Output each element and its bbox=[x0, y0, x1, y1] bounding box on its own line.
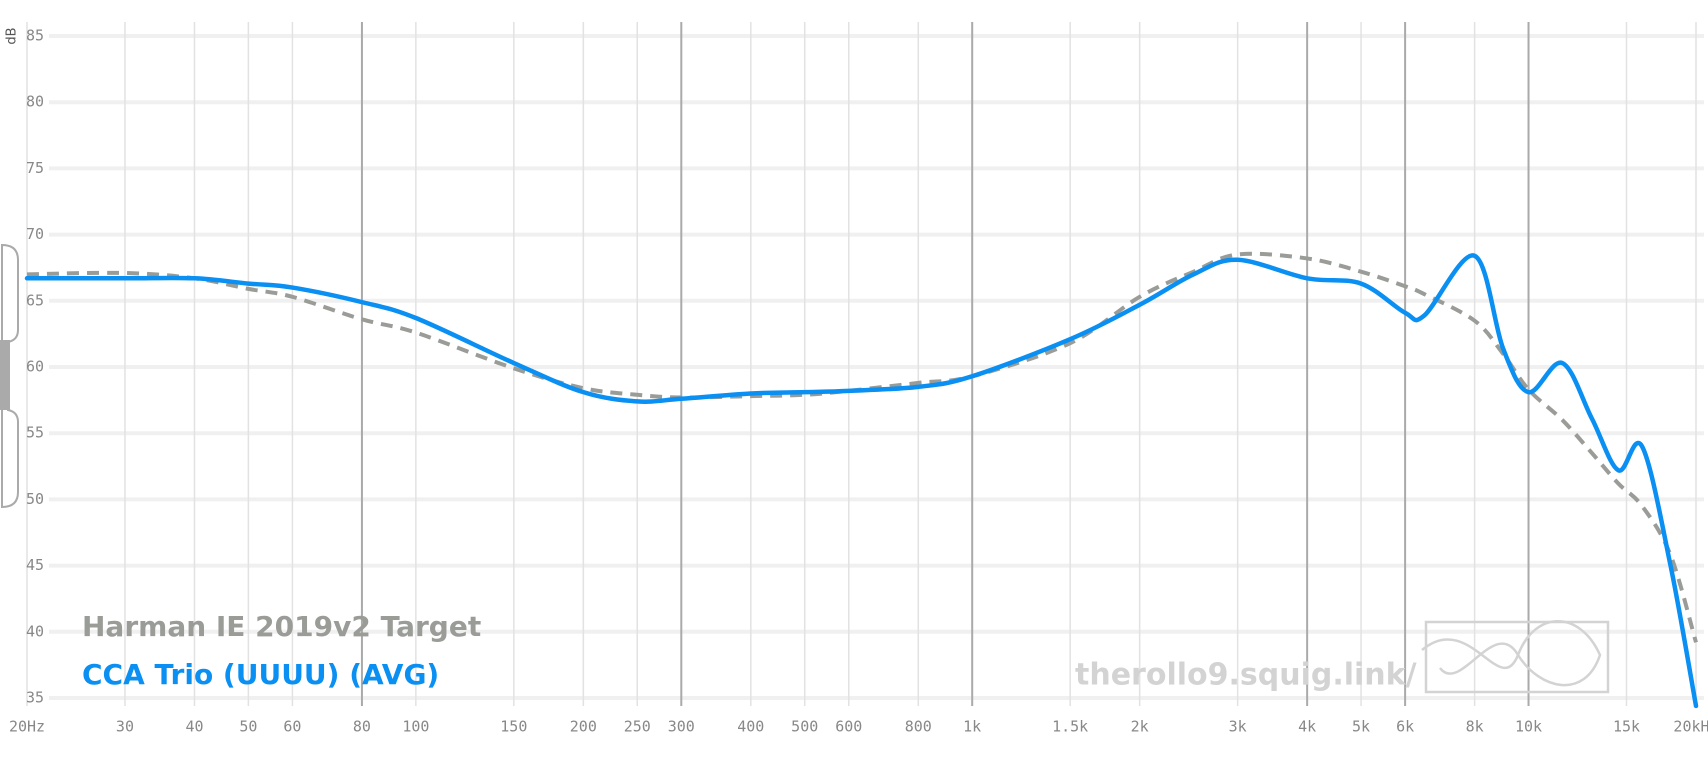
x-tick-label: 8k bbox=[1466, 718, 1484, 736]
y-tick-label: 80 bbox=[26, 93, 44, 111]
x-tick-label: 2k bbox=[1131, 718, 1149, 736]
line-series bbox=[26, 251, 1698, 643]
line-series bbox=[24, 253, 1699, 709]
grid bbox=[26, 22, 1704, 706]
x-tick-label: 40 bbox=[185, 718, 203, 736]
y-tick-label: 65 bbox=[26, 291, 44, 309]
x-tick-label: 5k bbox=[1352, 718, 1370, 736]
y-tick-label: 40 bbox=[26, 622, 44, 640]
logo bbox=[1421, 620, 1610, 694]
x-tick-label: 100 bbox=[402, 718, 429, 736]
x-tick-label: 30 bbox=[116, 718, 134, 736]
legend-entry[interactable]: Harman IE 2019v2 Target bbox=[82, 610, 481, 643]
y-tick-label: 70 bbox=[26, 225, 44, 243]
x-tick-label: 500 bbox=[791, 718, 818, 736]
x-tick-label: 60 bbox=[283, 718, 301, 736]
watermark: therollo9.squig.link/ bbox=[1075, 658, 1417, 693]
x-tick-label: 80 bbox=[353, 718, 371, 736]
x-tick-label: 800 bbox=[905, 718, 932, 736]
x-tick-label: 1k bbox=[963, 718, 981, 736]
y-tick-label: 55 bbox=[26, 424, 44, 442]
y-tick-label: 85 bbox=[26, 27, 44, 45]
plot bbox=[24, 251, 1699, 709]
x-tick-label: 250 bbox=[624, 718, 651, 736]
x-tick-label: 15k bbox=[1613, 718, 1640, 736]
x-tick-label: 1.5k bbox=[1052, 718, 1088, 736]
x-tick-label: 300 bbox=[668, 718, 695, 736]
x-tick-label: 4k bbox=[1298, 718, 1316, 736]
x-tick-label: 50 bbox=[239, 718, 257, 736]
y-tick-label: 50 bbox=[26, 490, 44, 508]
x-tick-label: 10k bbox=[1515, 718, 1542, 736]
y-tick-label: 60 bbox=[26, 358, 44, 376]
x-tick-label: 3k bbox=[1229, 718, 1247, 736]
x-tick-label: 20kHz bbox=[1673, 718, 1708, 736]
y-axis-label: dB bbox=[5, 27, 20, 44]
x-tick-label: 400 bbox=[737, 718, 764, 736]
x-tick-label: 150 bbox=[500, 718, 527, 736]
y-tick-label: 75 bbox=[26, 159, 44, 177]
x-tick-label: 20Hz bbox=[9, 718, 45, 736]
x-tick-label: 600 bbox=[835, 718, 862, 736]
y-tick-label: 35 bbox=[26, 689, 44, 707]
side-handle-grip[interactable] bbox=[0, 340, 10, 410]
x-tick-label: 6k bbox=[1396, 718, 1414, 736]
y-tick-label: 45 bbox=[26, 556, 44, 574]
legend-entry[interactable]: CCA Trio (UUUU) (AVG) bbox=[82, 658, 439, 691]
x-tick-label: 200 bbox=[570, 718, 597, 736]
